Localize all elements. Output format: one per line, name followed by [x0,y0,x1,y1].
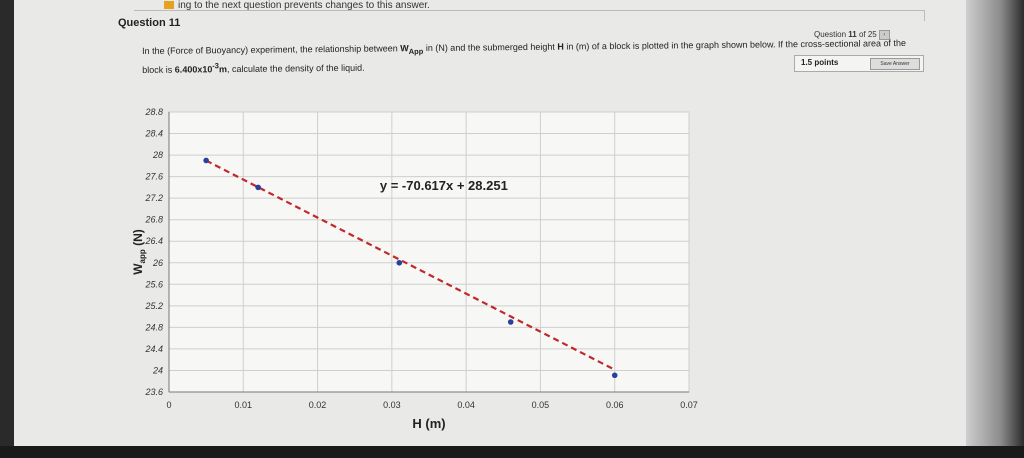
navigation-warning: ing to the next question prevents change… [164,0,430,11]
x-tick-label: 0.05 [532,400,550,410]
y-tick-label: 24.8 [144,322,163,332]
prompt-text-1: In the (Force of Buoyancy) experiment, t… [142,43,401,56]
trendline-equation: y = -70.617x + 28.251 [380,178,508,193]
question-counter-number: 11 [848,30,857,40]
prompt-text-2: in (N) and the submerged height [423,41,558,54]
monitor-bottom-edge [0,446,1024,458]
data-point [255,184,261,191]
y-tick-label: 24.4 [144,344,163,354]
y-tick-label: 26 [152,258,163,268]
y-tick-label: 27.2 [144,193,163,203]
save-answer-button[interactable]: Save Answer [870,58,920,70]
x-axis-label: H (m) [412,416,445,431]
x-tick-label: 0.04 [457,400,475,410]
y-tick-label: 23.6 [144,387,163,397]
y-tick-label: 24 [152,365,163,375]
warning-icon [164,1,174,10]
y-tick-label: 27.6 [144,172,163,182]
question-counter-prefix: Question [814,30,849,40]
y-axis-label: Wapp (N) [131,229,147,275]
plot-area [168,111,690,393]
x-tick-label: 0.07 [680,400,698,410]
y-tick-label: 25.2 [144,301,163,311]
question-title: Question 11 [118,17,181,29]
data-point [203,157,209,164]
x-tick-label: 0.01 [235,400,253,410]
prompt-area-unit: m [218,63,228,74]
y-tick-label: 28.8 [144,107,163,117]
prompt-area-value: 6.400x10 [174,64,213,75]
question-frame [134,10,925,21]
prompt-text-4: , calculate the density of the liquid. [226,62,365,74]
question-counter-total: of 25 [856,30,877,40]
next-question-icon[interactable]: › [878,30,890,40]
chart-container: 23.6 24 24.4 24.8 25.2 25.6 26 26.4 26.8 27.2 27.6… [114,92,734,438]
prompt-wapp-main: W [400,43,409,54]
navigation-warning-text: ing to the next question prevents change… [178,0,430,11]
y-tick-label: 26.4 [144,236,163,246]
prompt-area: 6.400x10-3m [174,61,228,75]
monitor-bezel [966,0,1024,458]
prompt-wapp-sub: App [408,46,424,57]
y-tick-label: 25.6 [144,279,163,289]
data-point [611,372,618,379]
y-tick-label: 26.8 [144,215,163,225]
x-tick-label: 0.03 [383,400,401,410]
browser-screen: ing to the next question prevents change… [14,0,1014,448]
y-tick-label: 28 [152,150,163,160]
x-tick-label: 0.02 [309,400,327,410]
x-tick-label: 0.06 [606,400,624,410]
y-axis-label-main: W [131,263,145,275]
scatter-chart: 23.6 24 24.4 24.8 25.2 25.6 26 26.4 26.8 27.2 27.6… [131,107,698,431]
y-axis-label-unit: (N) [131,229,145,249]
prompt-wapp: WApp [400,43,424,57]
data-point [396,259,403,266]
y-tick-label: 28.4 [144,129,163,139]
points-box: 1.5 points Save Answer [794,55,924,72]
question-counter: Question 11 of 25 › [814,30,890,40]
data-point [507,319,514,325]
points-label: 1.5 points [801,58,839,67]
trendline [205,159,616,371]
x-tick-label: 0 [166,400,171,410]
y-axis-label-sub: app [138,249,147,263]
